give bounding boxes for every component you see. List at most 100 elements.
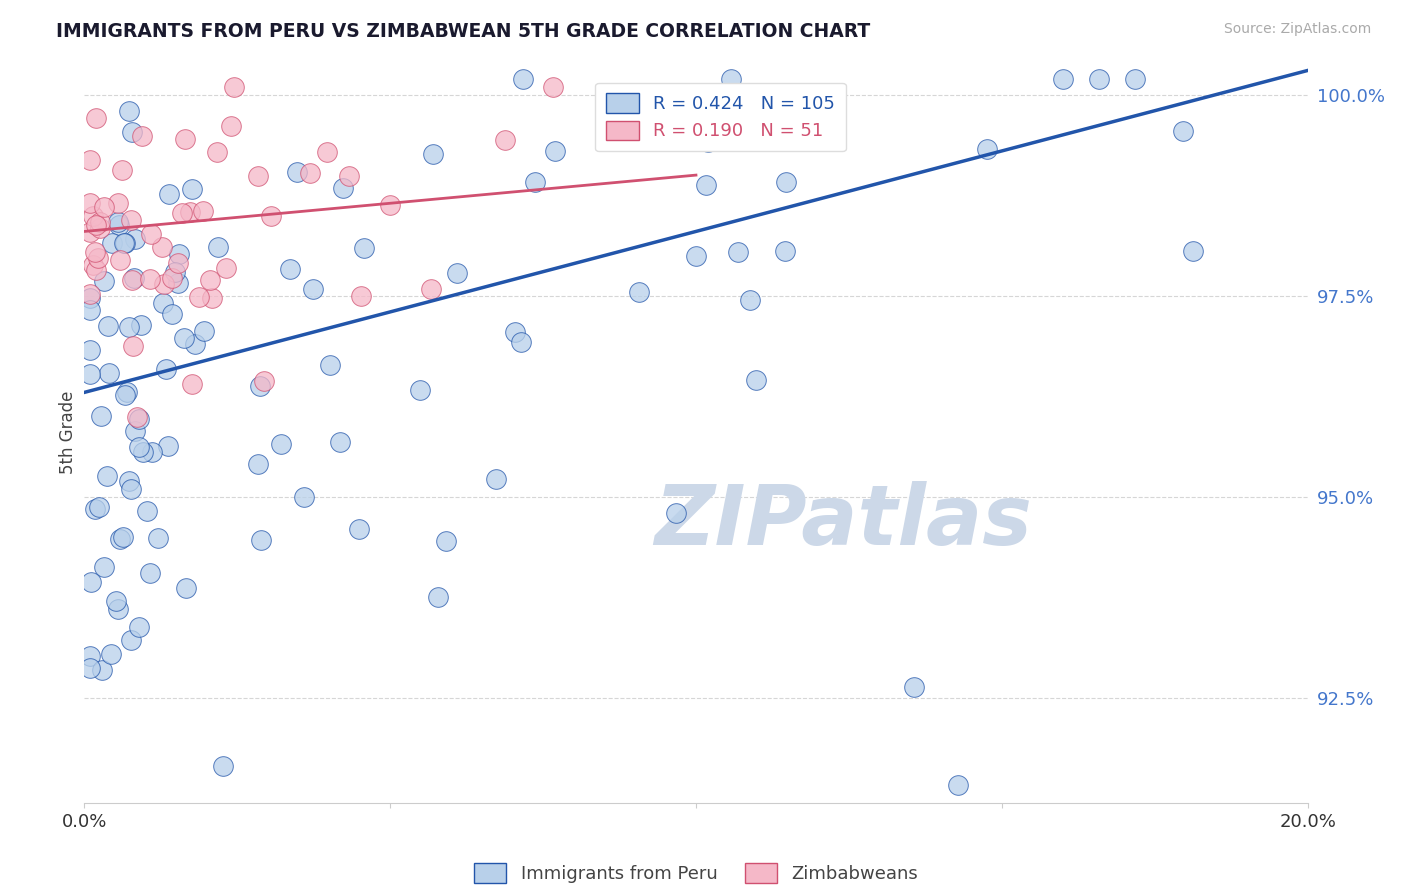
Point (720, 71, 742, 86)
Point (247, 169, 270, 183)
Point (247, 457, 270, 471)
Point (89, 221, 111, 235)
Point (91, 664, 114, 678)
Point (299, 166, 322, 180)
Point (193, 203, 215, 218)
Point (93, 560, 115, 574)
Point (485, 472, 508, 486)
Point (222, 79, 245, 94)
Point (378, 197, 401, 211)
Point (174, 581, 197, 595)
Point (200, 273, 222, 287)
Point (120, 482, 142, 496)
Point (87, 500, 110, 514)
Point (697, 135, 720, 149)
Point (82, 258, 104, 272)
Point (105, 594, 128, 608)
Point (139, 272, 162, 286)
Point (173, 331, 195, 345)
Point (211, 759, 233, 773)
Point (132, 444, 155, 458)
Point (426, 590, 449, 604)
Point (510, 334, 533, 349)
Point (117, 104, 139, 119)
Point (976, 142, 998, 156)
Point (329, 435, 352, 450)
Point (524, 175, 547, 189)
Point (337, 169, 360, 183)
Point (120, 633, 142, 648)
Point (89, 215, 111, 229)
Point (79, 660, 101, 674)
Point (141, 444, 163, 458)
Point (118, 475, 141, 489)
Point (155, 362, 177, 376)
Point (184, 337, 207, 351)
Point (101, 235, 124, 250)
Point (420, 282, 443, 296)
Text: ZIPatlas: ZIPatlas (654, 481, 1032, 562)
Point (108, 533, 131, 547)
Point (156, 439, 179, 453)
Point (107, 215, 129, 229)
Point (139, 566, 162, 581)
Point (128, 440, 150, 454)
Point (170, 206, 193, 220)
Point (946, 779, 969, 793)
Point (107, 196, 129, 211)
Point (79, 367, 101, 381)
Point (141, 227, 163, 241)
Point (249, 533, 271, 547)
Point (685, 249, 707, 263)
Point (100, 647, 122, 661)
Point (409, 383, 432, 397)
Point (160, 307, 183, 321)
Point (301, 282, 323, 296)
Point (122, 271, 145, 285)
Point (108, 253, 131, 268)
Point (1173, 124, 1195, 138)
Point (135, 503, 157, 517)
Point (90, 409, 112, 423)
Point (128, 411, 150, 425)
Point (1182, 244, 1205, 259)
Text: Source: ZipAtlas.com: Source: ZipAtlas.com (1223, 22, 1371, 37)
Point (260, 209, 283, 223)
Point (150, 240, 173, 254)
Point (111, 163, 134, 178)
Point (285, 164, 308, 178)
Point (350, 289, 373, 303)
Point (174, 132, 197, 146)
Point (84, 245, 107, 260)
Point (727, 245, 749, 260)
Point (79, 343, 101, 357)
Point (131, 128, 153, 143)
Point (93, 200, 115, 214)
Text: IMMIGRANTS FROM PERU VS ZIMBABWEAN 5TH GRADE CORRELATION CHART: IMMIGRANTS FROM PERU VS ZIMBABWEAN 5TH G… (56, 22, 870, 41)
Point (84, 263, 107, 277)
Point (512, 71, 534, 86)
Point (79, 292, 101, 306)
Point (87, 252, 110, 266)
Point (353, 241, 375, 255)
Point (494, 133, 516, 147)
Point (181, 376, 204, 391)
Point (179, 204, 201, 219)
Y-axis label: 5th Grade: 5th Grade (59, 391, 77, 475)
Point (124, 425, 146, 439)
Point (79, 196, 101, 211)
Point (253, 374, 276, 388)
Point (114, 236, 136, 251)
Point (1088, 71, 1111, 86)
Point (215, 261, 238, 276)
Point (120, 213, 142, 227)
Point (166, 277, 188, 291)
Point (79, 225, 101, 239)
Point (278, 262, 301, 277)
Point (167, 247, 190, 261)
Point (93, 274, 115, 288)
Point (316, 145, 339, 159)
Point (107, 218, 129, 232)
Point (84, 111, 107, 125)
Point (79, 153, 101, 168)
